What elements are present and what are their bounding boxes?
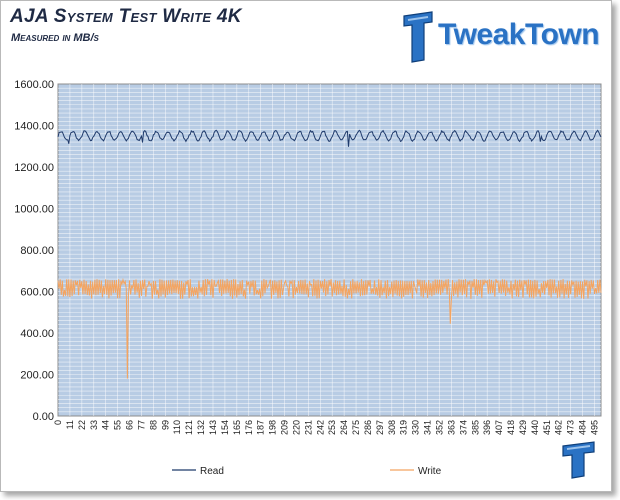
x-tick-label: 66 [125,420,135,430]
y-tick-label: 1600.00 [14,79,54,91]
x-tick-label: 99 [160,420,170,430]
x-tick-label: 363 [446,420,456,435]
legend-label-write: Write [418,466,442,477]
x-tick-label: 44 [101,420,111,430]
x-tick-label: 220 [291,420,301,435]
x-tick-label: 198 [268,420,278,435]
x-tick-label: 253 [327,420,337,435]
x-tick-label: 0 [53,420,63,425]
x-tick-label: 440 [530,420,540,435]
x-tick-label: 33 [89,420,99,430]
y-tick-label: 0.00 [33,411,54,423]
x-tick-label: 407 [494,420,504,435]
y-tick-label: 400.00 [20,328,54,340]
x-tick-label: 484 [578,420,588,435]
tweaktown-logo-icon [403,11,433,63]
x-tick-label: 165 [232,420,242,435]
x-tick-label: 352 [435,420,445,435]
y-tick-label: 1000.00 [14,204,54,216]
x-tick-label: 22 [77,420,87,430]
legend-label-read: Read [200,466,224,477]
tweaktown-corner-logo-icon [562,441,595,479]
series-line-read [57,129,602,147]
x-tick-label: 132 [196,420,206,435]
x-tick-label: 385 [470,420,480,435]
x-tick-label: 231 [303,420,313,435]
x-tick-label: 451 [542,420,552,435]
chart-title: AJA System Test Write 4K [10,6,242,27]
x-tick-label: 418 [506,420,516,435]
x-tick-label: 462 [554,420,564,435]
x-tick-label: 176 [244,420,254,435]
x-tick-label: 473 [566,420,576,435]
y-tick-label: 1200.00 [14,162,54,174]
x-tick-label: 110 [172,420,182,434]
x-tick-label: 275 [351,420,361,435]
chart-subtitle: Measured in MB/s [11,32,99,44]
series-line-write [57,277,602,379]
x-tick-label: 297 [375,420,385,435]
x-tick-label: 11 [65,420,75,429]
x-tick-label: 143 [208,420,218,435]
x-tick-label: 55 [113,420,123,430]
x-tick-label: 77 [136,420,146,430]
x-tick-label: 330 [411,420,421,435]
y-tick-label: 800.00 [20,245,54,257]
x-tick-label: 88 [148,420,158,430]
x-tick-label: 187 [256,420,266,435]
x-tick-label: 429 [518,420,528,435]
x-tick-label: 154 [220,420,230,435]
x-tick-label: 495 [589,420,599,435]
x-tick-label: 242 [315,420,325,435]
x-tick-label: 396 [482,420,492,435]
x-tick-label: 308 [387,420,397,435]
brand-name: TweakTown [438,18,600,51]
x-tick-label: 341 [423,420,433,435]
y-tick-label: 600.00 [20,287,54,299]
y-tick-label: 1400.00 [14,121,54,133]
x-tick-label: 121 [184,420,194,435]
x-tick-label: 209 [280,420,290,435]
x-tick-label: 264 [339,420,349,435]
x-tick-label: 374 [458,420,468,435]
x-tick-label: 319 [399,420,409,435]
y-tick-label: 200.00 [20,370,54,382]
x-tick-label: 286 [363,420,373,435]
